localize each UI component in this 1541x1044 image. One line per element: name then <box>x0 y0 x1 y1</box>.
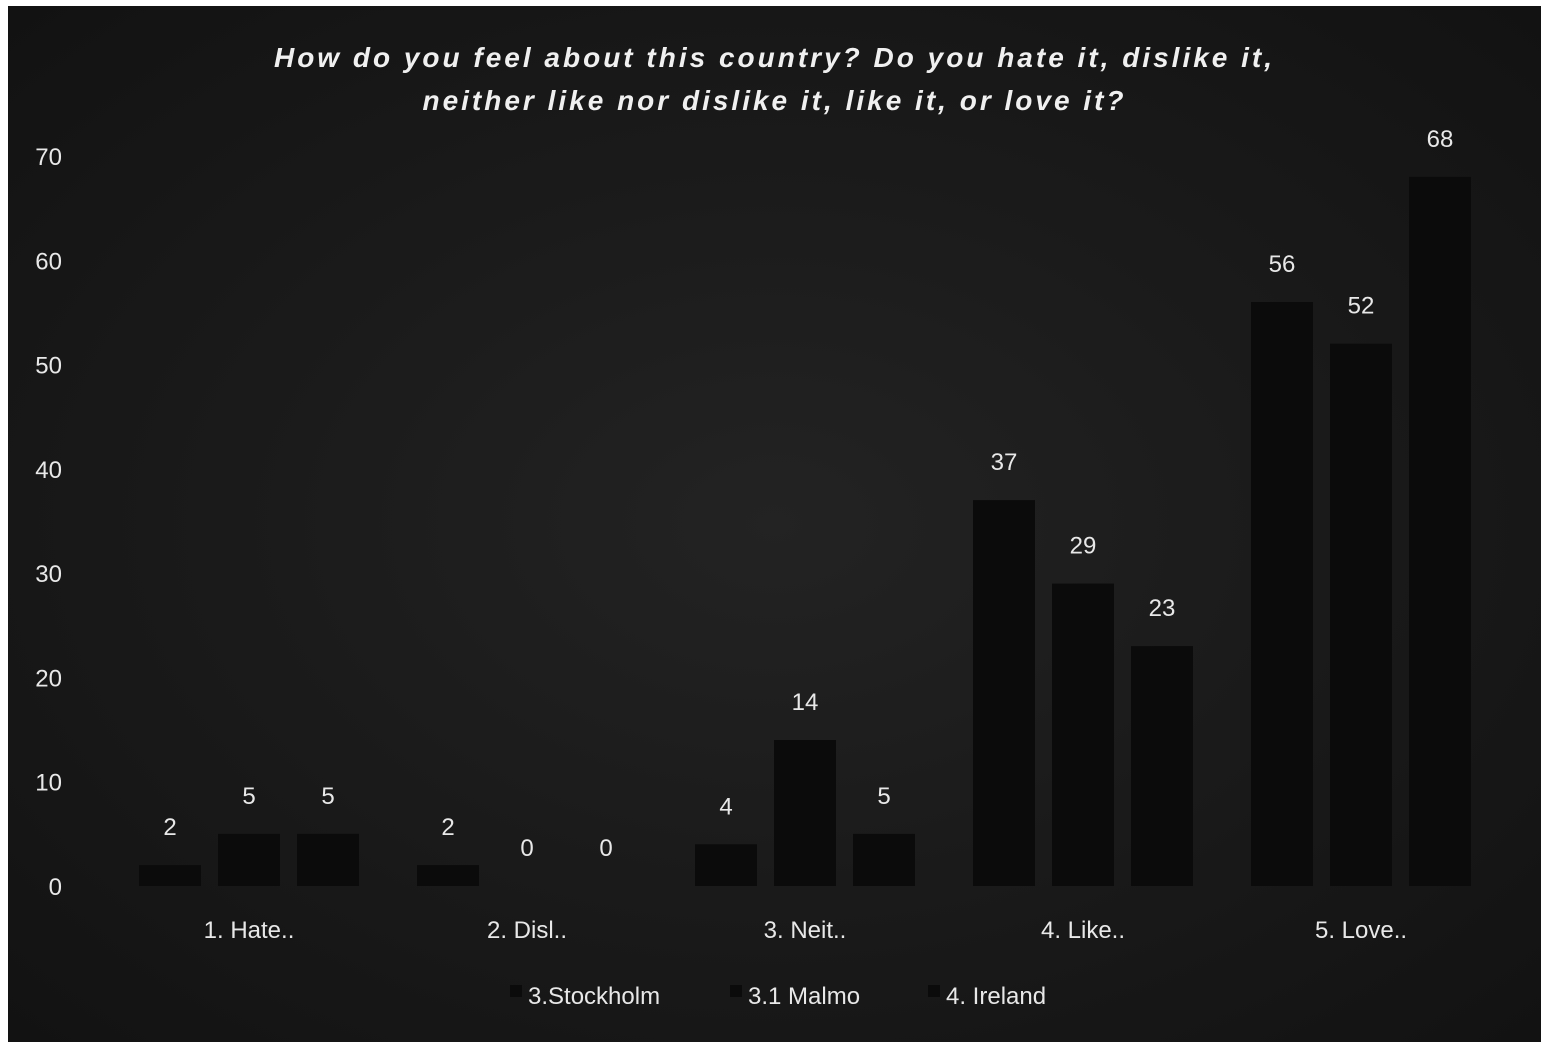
bar <box>417 865 479 886</box>
bar <box>1251 302 1313 886</box>
legend-entry: 4. Ireland <box>928 983 1046 1010</box>
legend-label: 4. Ireland <box>946 983 1046 1010</box>
x-tick-label: 5. Love.. <box>1315 917 1407 944</box>
data-label: 5 <box>877 783 890 810</box>
data-label: 29 <box>1070 533 1097 560</box>
legend: 3.Stockholm 3.1 Malmo 4. Ireland <box>510 983 1046 1010</box>
y-tick-label: 10 <box>35 770 62 797</box>
legend-entry: 3.1 Malmo <box>730 983 860 1010</box>
legend-entry: 3.Stockholm <box>510 983 660 1010</box>
y-tick-label: 50 <box>35 353 62 380</box>
data-label: 5 <box>242 783 255 810</box>
y-tick-label: 0 <box>49 874 62 901</box>
x-tick-label: 1. Hate.. <box>204 917 295 944</box>
legend-label: 3.Stockholm <box>528 983 660 1010</box>
data-label: 0 <box>599 835 612 862</box>
data-label: 4 <box>719 793 732 820</box>
chart-title-line-1: How do you feel about this country? Do y… <box>273 42 1276 73</box>
bar <box>218 833 280 886</box>
data-label: 52 <box>1348 293 1375 320</box>
bar <box>1131 646 1193 886</box>
y-tick-label: 60 <box>35 248 62 275</box>
x-axis: 1. Hate.. 2. Disl.. 3. Neit.. 4. Like.. 5. L… <box>204 917 1407 944</box>
bar <box>973 500 1035 886</box>
data-label: 5 <box>321 783 334 810</box>
y-tick-label: 40 <box>35 457 62 484</box>
data-label: 2 <box>163 814 176 841</box>
y-tick-label: 20 <box>35 665 62 692</box>
data-label: 23 <box>1149 595 1176 622</box>
data-label: 56 <box>1269 251 1296 278</box>
data-label: 0 <box>520 835 533 862</box>
data-label: 2 <box>441 814 454 841</box>
legend-swatch <box>928 985 940 997</box>
chart-title-line-2: neither like nor dislike it, like it, or… <box>422 85 1127 116</box>
bars <box>139 176 1471 886</box>
legend-swatch <box>510 985 522 997</box>
data-label: 37 <box>991 449 1018 476</box>
bar <box>1409 176 1471 886</box>
bar <box>297 833 359 886</box>
data-label: 14 <box>792 689 819 716</box>
y-axis: 0 10 20 30 40 50 60 70 <box>35 144 62 901</box>
legend-label: 3.1 Malmo <box>748 983 860 1010</box>
y-tick-label: 30 <box>35 561 62 588</box>
x-tick-label: 3. Neit.. <box>764 917 847 944</box>
bar <box>695 844 757 886</box>
bar <box>853 833 915 886</box>
chart-title: How do you feel about this country? Do y… <box>8 36 1541 122</box>
x-tick-label: 4. Like.. <box>1041 917 1125 944</box>
y-tick-label: 70 <box>35 144 62 171</box>
data-label: 68 <box>1427 126 1454 153</box>
bar <box>1330 343 1392 886</box>
bar <box>139 865 201 886</box>
x-tick-label: 2. Disl.. <box>487 917 567 944</box>
legend-swatch <box>730 985 742 997</box>
bar <box>1052 583 1114 886</box>
bar <box>774 740 836 886</box>
